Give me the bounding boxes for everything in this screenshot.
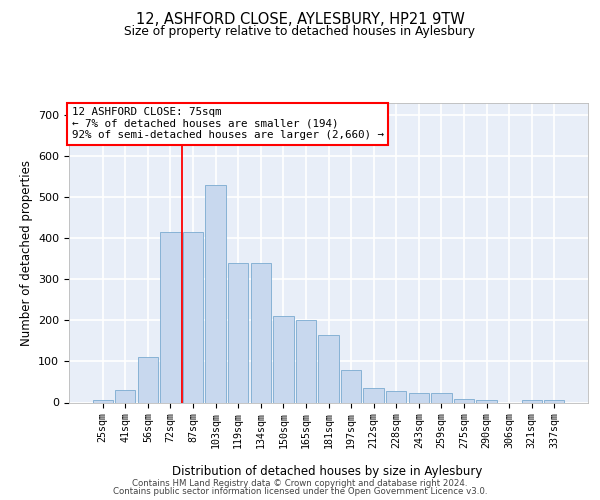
- Bar: [521, 400, 542, 402]
- Bar: [409, 394, 429, 402]
- Bar: [341, 370, 361, 402]
- Bar: [476, 400, 497, 402]
- Bar: [364, 388, 384, 402]
- Text: Size of property relative to detached houses in Aylesbury: Size of property relative to detached ho…: [125, 25, 476, 38]
- Bar: [296, 320, 316, 402]
- Bar: [319, 334, 338, 402]
- Text: Contains HM Land Registry data © Crown copyright and database right 2024.: Contains HM Land Registry data © Crown c…: [132, 478, 468, 488]
- Text: 12 ASHFORD CLOSE: 75sqm
← 7% of detached houses are smaller (194)
92% of semi-de: 12 ASHFORD CLOSE: 75sqm ← 7% of detached…: [71, 107, 383, 140]
- Bar: [115, 390, 136, 402]
- Bar: [205, 184, 226, 402]
- Bar: [454, 399, 474, 402]
- Bar: [431, 394, 452, 402]
- Text: Distribution of detached houses by size in Aylesbury: Distribution of detached houses by size …: [172, 464, 482, 477]
- Bar: [386, 391, 406, 402]
- Text: Contains public sector information licensed under the Open Government Licence v3: Contains public sector information licen…: [113, 487, 487, 496]
- Bar: [92, 400, 113, 402]
- Bar: [160, 232, 181, 402]
- Text: 12, ASHFORD CLOSE, AYLESBURY, HP21 9TW: 12, ASHFORD CLOSE, AYLESBURY, HP21 9TW: [136, 12, 464, 28]
- Bar: [273, 316, 293, 402]
- Bar: [183, 232, 203, 402]
- Y-axis label: Number of detached properties: Number of detached properties: [20, 160, 32, 346]
- Bar: [544, 400, 565, 402]
- Bar: [138, 358, 158, 403]
- Bar: [251, 263, 271, 402]
- Bar: [228, 263, 248, 402]
